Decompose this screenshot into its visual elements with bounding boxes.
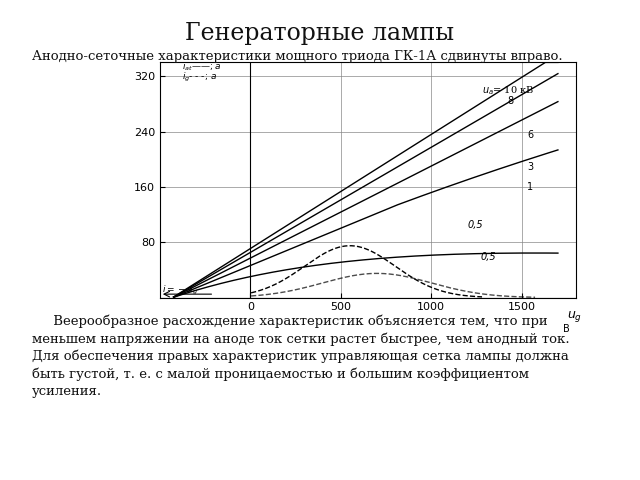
Text: Веерообразное расхождение характеристик объясняется тем, что при
меньшем напряже: Веерообразное расхождение характеристик … bbox=[32, 314, 570, 398]
Text: 6: 6 bbox=[527, 131, 533, 141]
Text: Генераторные лампы: Генераторные лампы bbox=[186, 22, 454, 45]
Text: 1: 1 bbox=[527, 182, 533, 192]
Text: 3: 3 bbox=[527, 162, 533, 172]
Text: $i = -a_g$: $i = -a_g$ bbox=[162, 284, 198, 297]
Text: B: B bbox=[563, 324, 570, 334]
Text: $i_{g}$- - -; $a$: $i_{g}$- - -; $a$ bbox=[182, 71, 217, 84]
Text: $u_g$: $u_g$ bbox=[567, 310, 582, 324]
Text: 0,5: 0,5 bbox=[480, 252, 496, 262]
Text: 0,5: 0,5 bbox=[467, 220, 483, 230]
Text: $i_{at}$——; $a$: $i_{at}$——; $a$ bbox=[182, 60, 221, 73]
Text: $u_a$= 10 кВ: $u_a$= 10 кВ bbox=[482, 84, 534, 97]
Text: 8: 8 bbox=[508, 96, 513, 106]
Text: Анодно-сеточные характеристики мощного триода ГК-1А сдвинуты вправо.: Анодно-сеточные характеристики мощного т… bbox=[32, 50, 563, 63]
